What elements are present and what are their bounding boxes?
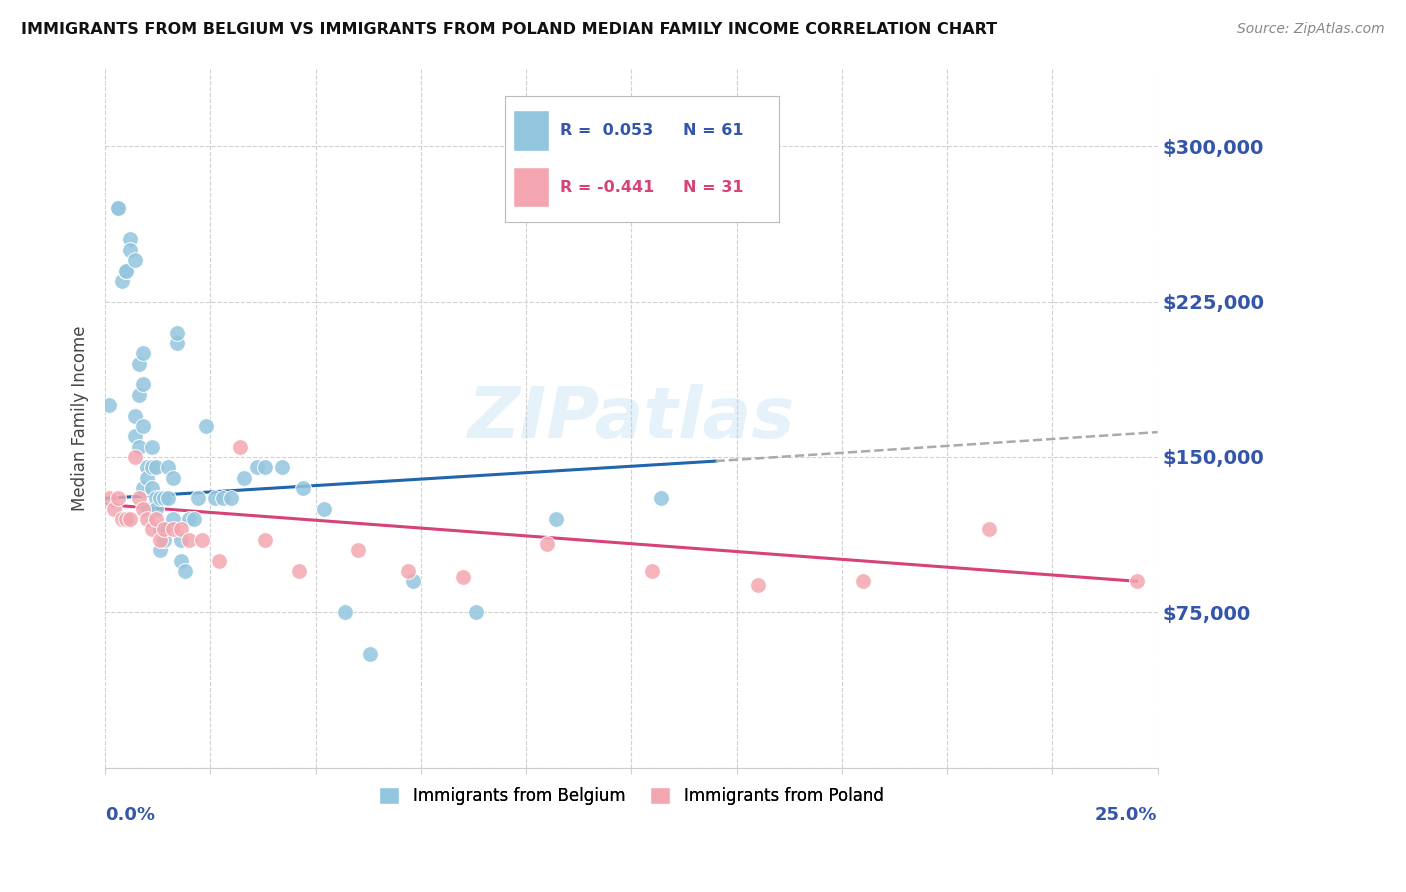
Point [132, 501, 155, 516]
Point [162, 512, 184, 526]
Point [650, 491, 672, 506]
Point [191, 533, 214, 547]
Text: Source: ZipAtlas.com: Source: ZipAtlas.com [1237, 22, 1385, 37]
Point [246, 460, 269, 475]
Point [120, 243, 142, 257]
Point [170, 533, 193, 547]
Point [103, 501, 125, 516]
Point [166, 336, 188, 351]
Point [396, 564, 419, 578]
Point [288, 564, 311, 578]
Point [132, 481, 155, 495]
Point [314, 501, 336, 516]
Point [162, 523, 184, 537]
Point [254, 460, 277, 475]
Point [128, 357, 150, 371]
Point [346, 543, 368, 558]
Text: ZIPatlas: ZIPatlas [468, 384, 796, 452]
Point [170, 553, 193, 567]
Point [292, 481, 315, 495]
Point [149, 533, 172, 547]
Point [162, 471, 184, 485]
Point [141, 523, 163, 537]
Point [153, 533, 176, 547]
Point [136, 460, 159, 475]
Point [187, 491, 209, 506]
Point [141, 440, 163, 454]
Point [111, 512, 134, 526]
Point [145, 491, 167, 506]
Point [979, 523, 1001, 537]
Point [195, 418, 218, 433]
Point [852, 574, 875, 589]
Point [141, 481, 163, 495]
Point [124, 450, 146, 464]
Point [145, 460, 167, 475]
Point [115, 263, 138, 277]
Point [212, 491, 235, 506]
Point [124, 429, 146, 443]
Point [145, 512, 167, 526]
Point [170, 523, 193, 537]
Point [136, 471, 159, 485]
Point [179, 512, 201, 526]
Point [136, 512, 159, 526]
Point [221, 491, 243, 506]
Point [451, 570, 474, 584]
Point [107, 202, 129, 216]
Point [233, 471, 256, 485]
Point [183, 512, 205, 526]
Point [128, 440, 150, 454]
Text: 0.0%: 0.0% [105, 806, 155, 824]
Point [157, 460, 180, 475]
Y-axis label: Median Family Income: Median Family Income [72, 326, 89, 511]
Point [179, 533, 201, 547]
Point [208, 553, 231, 567]
Point [359, 647, 381, 661]
Point [132, 377, 155, 392]
Point [107, 491, 129, 506]
Point [229, 440, 252, 454]
Point [111, 274, 134, 288]
Point [747, 578, 769, 592]
Point [124, 253, 146, 268]
Point [271, 460, 294, 475]
Point [132, 418, 155, 433]
Point [641, 564, 664, 578]
Point [132, 346, 155, 360]
Point [166, 326, 188, 340]
Text: 25.0%: 25.0% [1095, 806, 1157, 824]
Point [149, 523, 172, 537]
Point [153, 491, 176, 506]
Point [1125, 574, 1147, 589]
Point [115, 263, 138, 277]
Point [107, 202, 129, 216]
Text: IMMIGRANTS FROM BELGIUM VS IMMIGRANTS FROM POLAND MEDIAN FAMILY INCOME CORRELATI: IMMIGRANTS FROM BELGIUM VS IMMIGRANTS FR… [21, 22, 997, 37]
Point [464, 605, 486, 619]
Point [141, 460, 163, 475]
Point [174, 564, 197, 578]
Point [153, 523, 176, 537]
Point [128, 491, 150, 506]
Point [124, 409, 146, 423]
Point [120, 512, 142, 526]
Point [128, 388, 150, 402]
Legend: Immigrants from Belgium, Immigrants from Poland: Immigrants from Belgium, Immigrants from… [373, 780, 890, 812]
Point [254, 533, 277, 547]
Point [115, 512, 138, 526]
Point [204, 491, 226, 506]
Point [401, 574, 423, 589]
Point [333, 605, 356, 619]
Point [157, 491, 180, 506]
Point [136, 501, 159, 516]
Point [536, 537, 558, 551]
Point [98, 491, 121, 506]
Point [120, 232, 142, 246]
Point [149, 491, 172, 506]
Point [153, 523, 176, 537]
Point [149, 543, 172, 558]
Point [544, 512, 567, 526]
Point [145, 501, 167, 516]
Point [98, 398, 121, 412]
